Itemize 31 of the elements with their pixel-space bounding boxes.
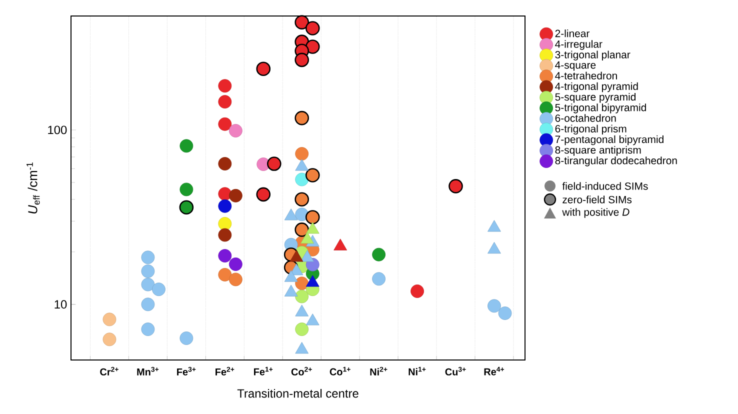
x-tick-label: Cu$^{3+}$ [445,366,466,376]
text: with positive D [562,208,630,218]
x-tick-label: Ni$^{2+}$ [370,366,388,376]
x-tick-label: Fe$^{1+}$ [254,366,273,376]
x-tick-label: Fe$^{3+}$ [177,366,196,376]
y-tick-label: 100 [48,126,67,134]
legend-label: 7-pentagonal bipyramid [555,135,664,146]
legend-label: 4-irregular [555,40,602,50]
x-tick-label: Fe$^{2+}$ [216,366,234,376]
y-axis-title: U$_{eff}$ /cm$^{-1}$ [26,162,40,214]
text: field-induced SIMs [562,182,648,190]
legend-label: 8-square antiprism [555,146,641,156]
legend-label: 3-trigonal planar [555,50,630,60]
x-tick-label: Ni$^{1+}$ [408,366,426,376]
x-tick-label: Cr$^{2+}$ [100,366,118,376]
legend-label: 5-trigonal bipyramid [555,104,646,114]
legend-label: 6-octahedron [555,114,616,122]
legend-label: 5-square pyramid [555,92,636,103]
x-tick-label: Re$^{4+}$ [484,366,504,376]
legend-label: 2-linear [555,30,590,38]
x-tick-label: Co$^{2+}$ [291,366,312,376]
legend-label: 4-tetrahedron [555,72,617,80]
x-axis-title: Transition-metal centre [237,388,358,398]
x-tick-label: Mn$^{3+}$ [137,366,159,376]
x-tick-label: Co$^{1+}$ [330,366,350,376]
legend-label: 4-square [555,61,596,71]
legend-label: 8-tirangular dodecahedron [555,156,677,166]
legend-label: 4-trigonal pyramid [555,82,638,92]
legend-label: 6-trigonal prism [555,124,626,135]
text: zero-field SIMs [562,196,632,204]
y-tick-label: 10 [54,300,67,309]
